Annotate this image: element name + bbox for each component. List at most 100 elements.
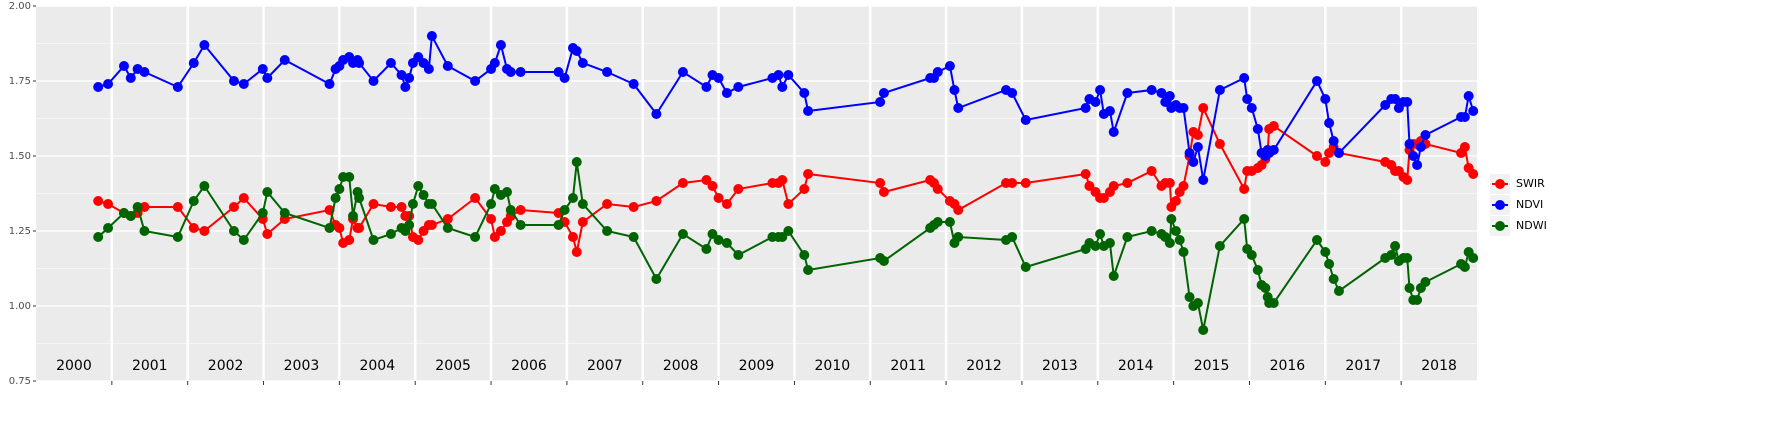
- point: [470, 232, 481, 242]
- point: [628, 232, 639, 242]
- point: [118, 61, 129, 71]
- point: [442, 214, 453, 224]
- point: [1164, 178, 1175, 188]
- point: [799, 184, 810, 194]
- year-label: 2013: [1042, 358, 1078, 374]
- point: [713, 193, 724, 203]
- point: [1170, 226, 1181, 236]
- point: [803, 265, 814, 275]
- point: [442, 61, 453, 71]
- point: [423, 64, 434, 74]
- point: [228, 226, 239, 236]
- point: [348, 211, 359, 221]
- legend-point: [1495, 221, 1505, 231]
- point: [368, 199, 379, 209]
- point: [404, 220, 415, 230]
- point: [1104, 106, 1115, 116]
- point: [489, 58, 500, 68]
- point: [1198, 325, 1209, 335]
- point: [505, 205, 516, 215]
- point: [701, 82, 712, 92]
- point: [1020, 115, 1031, 125]
- year-label: 2009: [739, 358, 775, 374]
- legend-label: NDVI: [1516, 198, 1543, 211]
- point: [103, 79, 114, 89]
- point: [324, 223, 335, 233]
- point: [878, 88, 889, 98]
- point: [553, 220, 564, 230]
- point: [442, 223, 453, 233]
- point: [1108, 271, 1119, 281]
- point: [1324, 259, 1335, 269]
- point: [1239, 214, 1250, 224]
- point: [701, 244, 712, 254]
- point: [1095, 229, 1106, 239]
- year-label: 2000: [56, 358, 92, 374]
- point: [486, 199, 497, 209]
- year-label: 2002: [208, 358, 244, 374]
- point: [1324, 118, 1335, 128]
- point: [932, 67, 943, 77]
- point: [1007, 88, 1018, 98]
- y-tick-label: 1.25: [9, 226, 31, 237]
- point: [602, 199, 613, 209]
- year-label: 2011: [890, 358, 926, 374]
- point: [677, 67, 688, 77]
- point: [1164, 91, 1175, 101]
- point: [1468, 169, 1479, 179]
- point: [1252, 265, 1263, 275]
- point: [1333, 148, 1344, 158]
- point: [1156, 88, 1167, 98]
- point: [238, 193, 249, 203]
- point: [1214, 139, 1225, 149]
- point: [1080, 103, 1091, 113]
- point: [707, 181, 718, 191]
- point: [1412, 160, 1423, 170]
- point: [93, 196, 104, 206]
- point: [238, 79, 249, 89]
- point: [125, 211, 136, 221]
- point: [602, 226, 613, 236]
- point: [571, 157, 582, 167]
- point: [713, 235, 724, 245]
- point: [400, 82, 411, 92]
- point: [803, 169, 814, 179]
- point: [571, 247, 582, 257]
- point: [344, 235, 355, 245]
- point: [1020, 178, 1031, 188]
- point: [1402, 253, 1413, 263]
- point: [1459, 142, 1470, 152]
- point: [188, 223, 199, 233]
- point: [1390, 94, 1401, 104]
- point: [199, 181, 210, 191]
- point: [1108, 127, 1119, 137]
- point: [1192, 142, 1203, 152]
- point: [799, 88, 810, 98]
- point: [953, 232, 964, 242]
- point: [334, 223, 345, 233]
- point: [257, 208, 268, 218]
- point: [932, 217, 943, 227]
- y-tick-label: 2.00: [9, 1, 31, 12]
- point: [486, 214, 497, 224]
- y-tick-label: 0.75: [9, 376, 31, 387]
- point: [1214, 241, 1225, 251]
- point: [1095, 85, 1106, 95]
- point: [1164, 238, 1175, 248]
- point: [651, 274, 662, 284]
- point: [93, 232, 104, 242]
- point: [515, 205, 526, 215]
- point: [783, 199, 794, 209]
- point: [354, 193, 365, 203]
- point: [1252, 124, 1263, 134]
- point: [651, 109, 662, 119]
- point: [1090, 97, 1101, 107]
- point: [1268, 145, 1279, 155]
- point: [1184, 148, 1195, 158]
- point: [878, 187, 889, 197]
- point: [1386, 250, 1397, 260]
- point: [1268, 121, 1279, 131]
- point: [777, 175, 788, 185]
- point: [1198, 103, 1209, 113]
